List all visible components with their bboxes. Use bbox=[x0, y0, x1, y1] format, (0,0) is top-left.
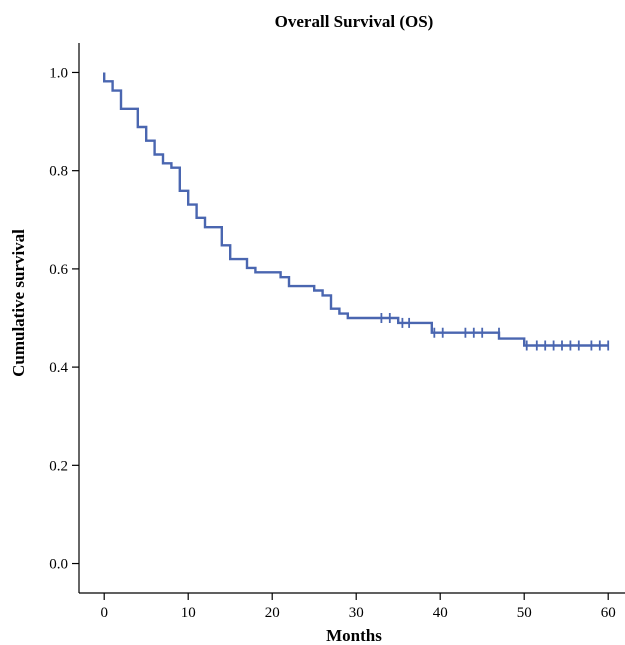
y-tick-label: 1.0 bbox=[49, 65, 68, 81]
y-tick-label: 0.0 bbox=[49, 557, 68, 573]
x-tick-label: 10 bbox=[181, 605, 196, 621]
x-tick-label: 50 bbox=[517, 605, 532, 621]
x-axis-label: Months bbox=[326, 626, 382, 645]
plot-area bbox=[103, 72, 610, 351]
x-tick-label: 30 bbox=[349, 605, 364, 621]
y-tick-label: 0.2 bbox=[49, 458, 68, 474]
y-tick-label: 0.8 bbox=[49, 164, 68, 180]
x-tick-label: 20 bbox=[265, 605, 280, 621]
axes: 0.0 0.2 0.4 0.6 0.8 1.0 0 10 20 30 40 50 60 bbox=[49, 43, 625, 621]
y-tick-label: 0.4 bbox=[49, 360, 68, 376]
chart-title: Overall Survival (OS) bbox=[275, 12, 434, 31]
survival-curve bbox=[103, 72, 609, 347]
y-tick-label: 0.6 bbox=[49, 262, 68, 278]
x-tick-label: 60 bbox=[601, 605, 616, 621]
x-tick-label: 40 bbox=[433, 605, 448, 621]
x-tick-label: 0 bbox=[100, 605, 108, 621]
y-axis-label: Cumulative survival bbox=[9, 229, 28, 377]
